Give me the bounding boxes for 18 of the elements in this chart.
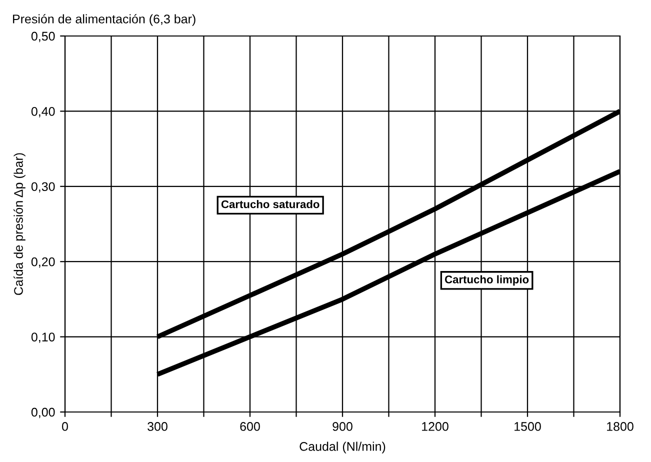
y-tick-label: 0,50: [31, 32, 55, 42]
chart-title: Presión de alimentación (6,3 bar): [13, 14, 196, 26]
y-axis-title: Caída de presión Δp (bar): [14, 153, 26, 295]
x-tick-label: 300: [148, 422, 168, 431]
text: Cartucho saturado: [221, 200, 320, 208]
y-tick-label: 0,00: [31, 408, 55, 418]
text: Cartucho limpio: [444, 275, 529, 286]
x-tick-label: 1500: [514, 422, 541, 431]
y-tick-label: 0,40: [31, 107, 55, 118]
x-tick-label: 0: [62, 422, 68, 431]
x-tick-label: 1200: [422, 422, 448, 431]
x-axis-title: Caudal (Nl/min): [300, 442, 386, 454]
x-tick-label: 900: [332, 422, 352, 431]
x-tick-label: 600: [240, 422, 260, 431]
y-tick-label: 0,20: [31, 257, 55, 268]
y-tick-label: 0,30: [31, 182, 55, 193]
x-tick-label: 1800: [607, 422, 634, 431]
y-tick-label: 0,10: [31, 332, 55, 343]
